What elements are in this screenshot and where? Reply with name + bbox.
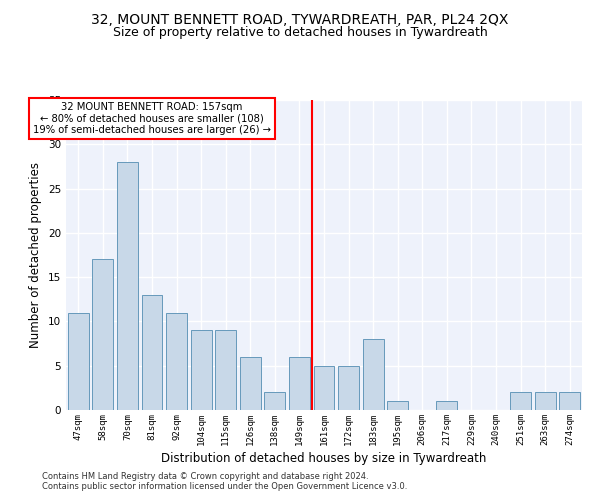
Bar (314, 366, 334, 410)
Y-axis label: Number of detached properties: Number of detached properties (29, 162, 43, 348)
Bar (510, 392, 531, 410)
Bar (362, 339, 383, 410)
Text: 32 MOUNT BENNETT ROAD: 157sqm
← 80% of detached houses are smaller (108)
19% of : 32 MOUNT BENNETT ROAD: 157sqm ← 80% of d… (33, 102, 271, 135)
Bar (117, 162, 138, 410)
Bar (265, 392, 286, 410)
Text: Contains public sector information licensed under the Open Government Licence v3: Contains public sector information licen… (42, 482, 407, 491)
Bar (142, 295, 163, 410)
Bar (338, 366, 359, 410)
Bar (387, 401, 408, 410)
Bar (92, 260, 113, 410)
Bar (68, 312, 89, 410)
Bar (215, 330, 236, 410)
Text: Contains HM Land Registry data © Crown copyright and database right 2024.: Contains HM Land Registry data © Crown c… (42, 472, 368, 481)
Text: Size of property relative to detached houses in Tywardreath: Size of property relative to detached ho… (113, 26, 487, 39)
Bar (191, 330, 212, 410)
Bar (166, 312, 187, 410)
Bar (436, 401, 457, 410)
Text: 32, MOUNT BENNETT ROAD, TYWARDREATH, PAR, PL24 2QX: 32, MOUNT BENNETT ROAD, TYWARDREATH, PAR… (91, 12, 509, 26)
X-axis label: Distribution of detached houses by size in Tywardreath: Distribution of detached houses by size … (161, 452, 487, 465)
Bar (559, 392, 580, 410)
Bar (535, 392, 556, 410)
Bar (289, 357, 310, 410)
Bar (240, 357, 261, 410)
